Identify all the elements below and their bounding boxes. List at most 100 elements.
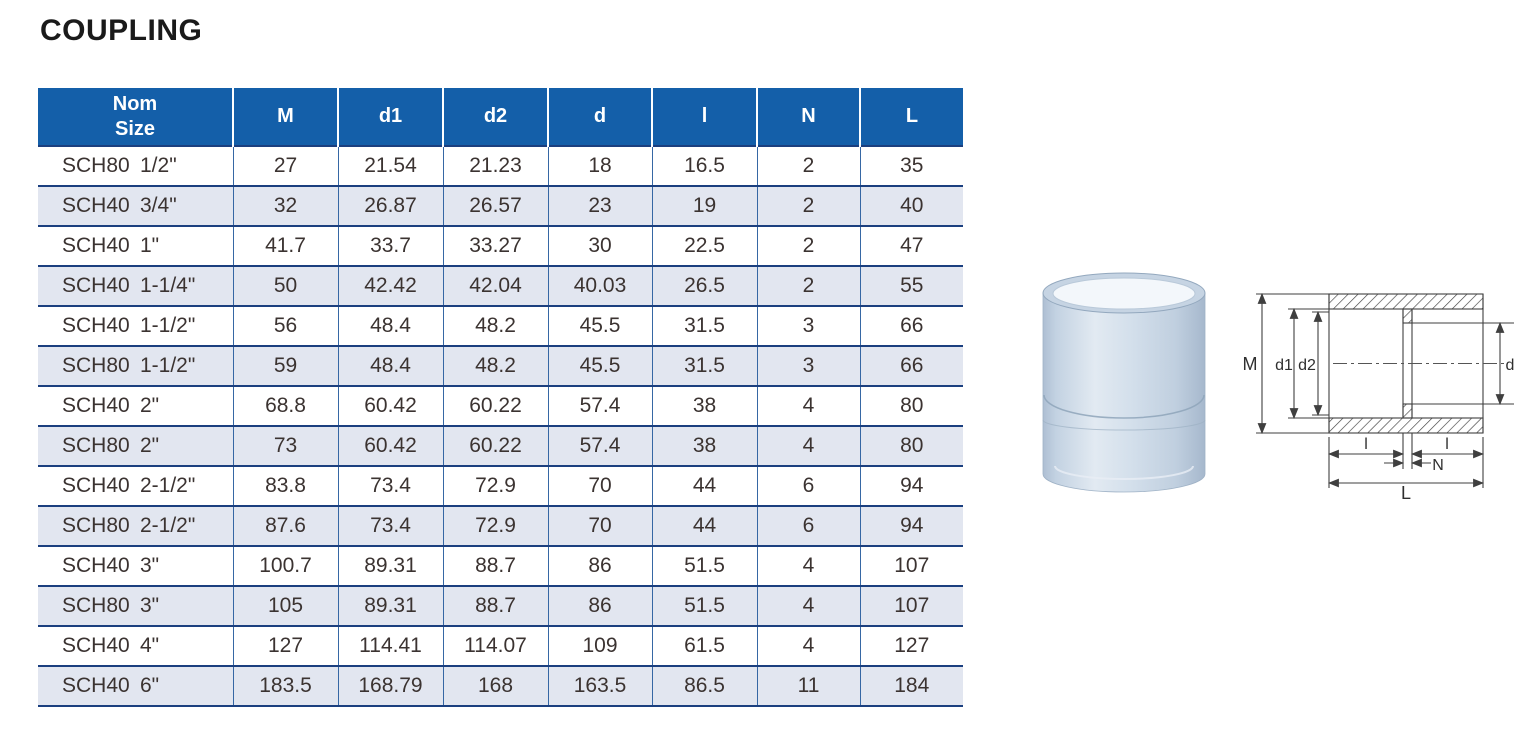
schedule-label: SCH40 [62,274,130,297]
dim-label-m: M [1243,354,1258,374]
value-cell: 26.87 [337,186,443,226]
table-row: SCH40 2" 68.8 60.42 60.22 57.4 38 4 80 [38,386,963,426]
value-cell: 70 [547,506,652,546]
dim-label-cap-l: L [1401,483,1411,503]
column-header-m: M [232,88,338,146]
nom-size-cell: SCH40 2-1/2" [38,466,233,506]
column-header-l: l [651,88,757,146]
value-cell: 26.5 [651,266,757,306]
size-value: 2" [140,394,160,417]
value-cell: 83.8 [232,466,338,506]
schedule-label: SCH80 [62,514,130,537]
page-title: COUPLING [40,14,203,47]
value-cell: 16.5 [651,146,757,186]
value-cell: 60.22 [442,386,548,426]
table-row: SCH40 4" 127 114.41 114.07 109 61.5 4 127 [38,626,963,666]
table-row: SCH80 2" 73 60.42 60.22 57.4 38 4 80 [38,426,963,466]
nom-size-cell: SCH80 3" [38,586,233,626]
value-cell: 163.5 [547,666,652,706]
value-cell: 107 [859,586,963,626]
table-row: SCH40 1-1/2" 56 48.4 48.2 45.5 31.5 3 66 [38,306,963,346]
table-row: SCH80 1/2" 27 21.54 21.23 18 16.5 2 35 [38,146,963,186]
value-cell: 127 [859,626,963,666]
schedule-label: SCH40 [62,394,130,417]
value-cell: 70 [547,466,652,506]
value-cell: 33.27 [442,226,548,266]
schedule-label: SCH40 [62,474,130,497]
size-value: 1" [140,234,160,257]
value-cell: 3 [756,346,860,386]
column-header-cap-l: L [859,88,963,146]
coupling-photo [1035,268,1210,498]
value-cell: 4 [756,586,860,626]
value-cell: 48.4 [337,346,443,386]
column-header-n: N [756,88,860,146]
column-header-d2: d2 [442,88,548,146]
size-value: 1-1/2" [140,314,196,337]
dimension-diagram-image: M d1 d2 d l l N L [1243,292,1515,503]
schedule-label: SCH40 [62,634,130,657]
value-cell: 40.03 [547,266,652,306]
value-cell: 33.7 [337,226,443,266]
coupling-spec-table: Nom Size M d1 d2 d l N L SCH80 1/2" 27 21.5… [38,88,963,707]
value-cell: 107 [859,546,963,586]
value-cell: 21.54 [337,146,443,186]
value-cell: 127 [232,626,338,666]
value-cell: 18 [547,146,652,186]
schedule-label: SCH80 [62,354,130,377]
dimensions-table: Nom Size M d1 d2 d l N L SCH80 1/2" 27 21.5… [38,88,963,707]
size-value: 3" [140,554,160,577]
value-cell: 73 [232,426,338,466]
value-cell: 45.5 [547,306,652,346]
value-cell: 86 [547,546,652,586]
value-cell: 86.5 [651,666,757,706]
value-cell: 23 [547,186,652,226]
column-header-d1: d1 [337,88,443,146]
value-cell: 26.57 [442,186,548,226]
size-value: 1/2" [140,154,177,177]
size-value: 4" [140,634,160,657]
coupling-table-body: SCH80 1/2" 27 21.54 21.23 18 16.5 2 35 SCH40 3/4" 3… [38,146,963,706]
value-cell: 114.41 [337,626,443,666]
value-cell: 48.4 [337,306,443,346]
table-row: SCH40 1" 41.7 33.7 33.27 30 22.5 2 47 [38,226,963,266]
dim-label-d: d [1506,357,1515,374]
value-cell: 3 [756,306,860,346]
value-cell: 57.4 [547,386,652,426]
value-cell: 19 [651,186,757,226]
size-value: 2" [140,434,160,457]
nom-size-cell: SCH80 1/2" [38,146,233,186]
value-cell: 50 [232,266,338,306]
value-cell: 2 [756,226,860,266]
value-cell: 168 [442,666,548,706]
nom-label: Nom [112,92,158,115]
value-cell: 21.23 [442,146,548,186]
value-cell: 89.31 [337,546,443,586]
nom-size-cell: SCH40 2" [38,386,233,426]
size-value: 2-1/2" [140,514,196,537]
value-cell: 44 [651,506,757,546]
table-header-row: Nom Size M d1 d2 d l N L [38,88,963,146]
value-cell: 87.6 [232,506,338,546]
nom-size-cell: SCH80 1-1/2" [38,346,233,386]
value-cell: 66 [859,346,963,386]
value-cell: 114.07 [442,626,548,666]
value-cell: 31.5 [651,346,757,386]
size-value: 3/4" [140,194,177,217]
value-cell: 73.4 [337,506,443,546]
value-cell: 94 [859,466,963,506]
nom-size-cell: SCH80 2" [38,426,233,466]
value-cell: 45.5 [547,346,652,386]
dim-label-d1: d1 [1275,357,1293,374]
size-value: 1-1/4" [140,274,196,297]
value-cell: 4 [756,426,860,466]
value-cell: 38 [651,426,757,466]
value-cell: 60.42 [337,426,443,466]
dim-label-d2: d2 [1298,357,1316,374]
value-cell: 22.5 [651,226,757,266]
nom-size-cell: SCH80 2-1/2" [38,506,233,546]
value-cell: 38 [651,386,757,426]
nom-size-cell: SCH40 3" [38,546,233,586]
schedule-label: SCH40 [62,314,130,337]
value-cell: 42.42 [337,266,443,306]
